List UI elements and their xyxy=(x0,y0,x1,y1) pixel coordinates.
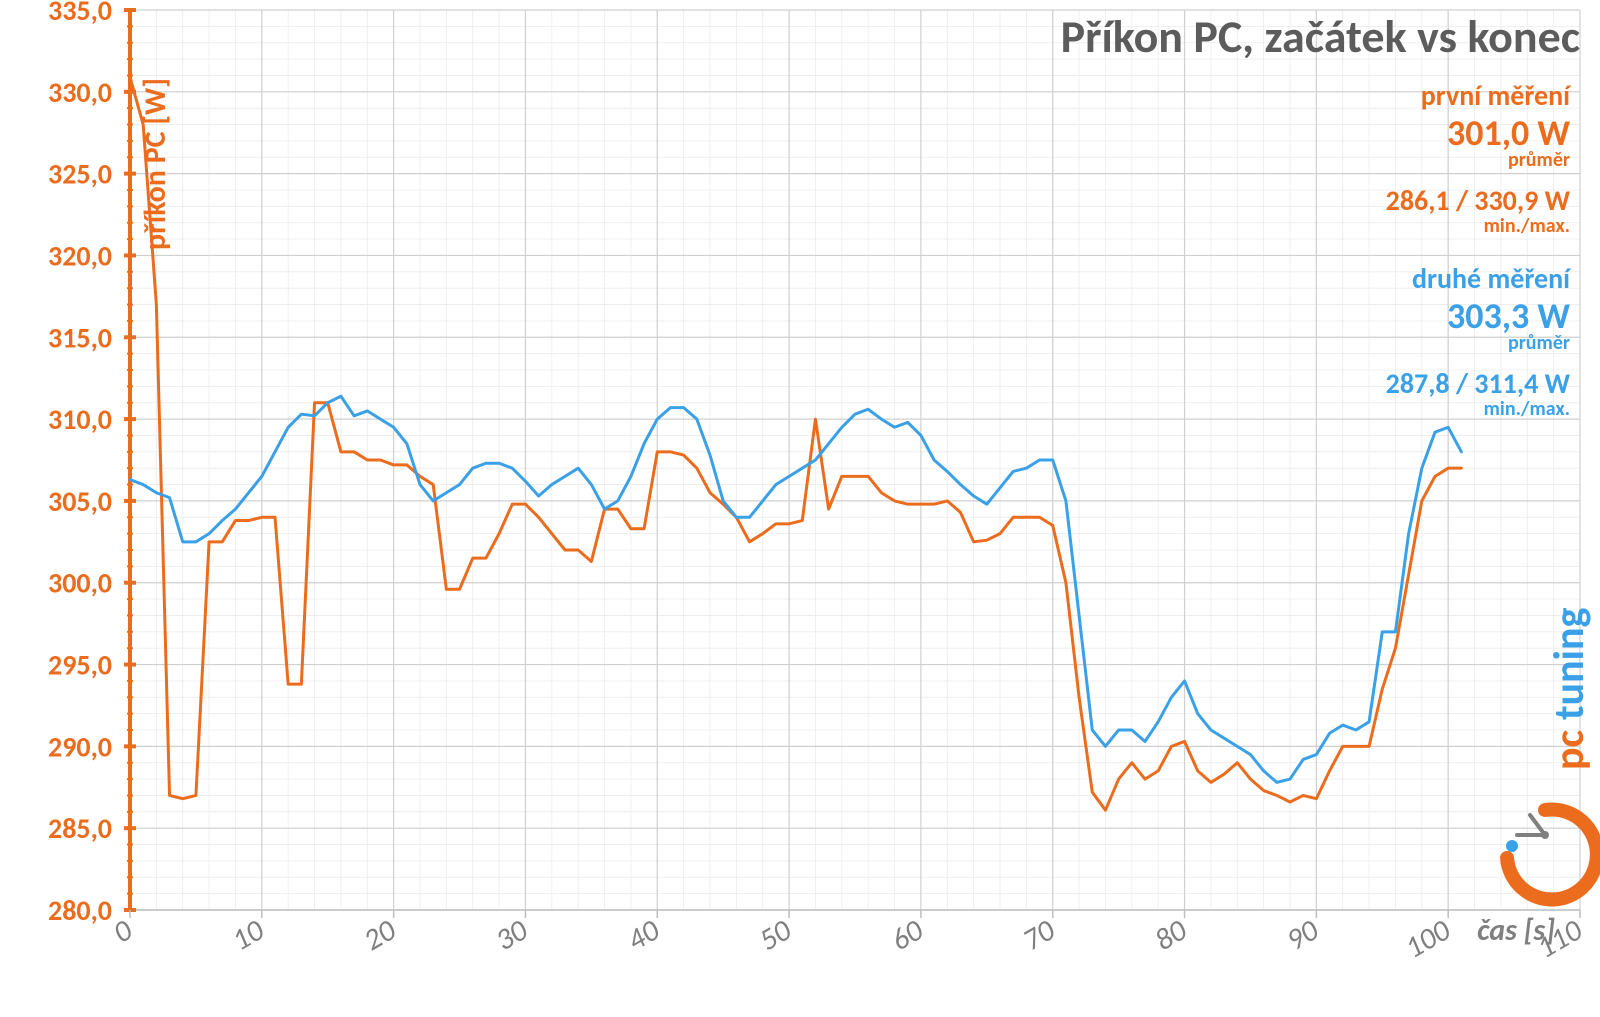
x-axis-label: čas [s] xyxy=(1477,912,1555,949)
y-tick-label: 335,0 xyxy=(48,0,112,28)
chart-background xyxy=(0,0,1600,1017)
chart-title: Příkon PC, začátek vs konec xyxy=(1061,9,1580,65)
y-tick-label: 280,0 xyxy=(48,893,112,928)
legend-series2-avg-sub: průměr xyxy=(1508,331,1570,355)
legend-series1-avg-sub: průměr xyxy=(1508,148,1570,172)
y-tick-label: 285,0 xyxy=(48,811,112,846)
y-tick-label: 325,0 xyxy=(48,157,112,192)
watermark-text-tuning: tuning xyxy=(1544,608,1595,720)
y-tick-label: 295,0 xyxy=(48,648,112,683)
watermark-text-pc: pc xyxy=(1544,729,1595,770)
legend-series1-minmax: 286,1 / 330,9 W xyxy=(1386,183,1571,218)
y-tick-label: 330,0 xyxy=(48,75,112,110)
y-tick-label: 290,0 xyxy=(48,729,112,764)
y-tick-label: 320,0 xyxy=(48,238,112,273)
legend-series1-minmax-sub: min./max. xyxy=(1484,214,1570,238)
y-tick-label: 305,0 xyxy=(48,484,112,519)
y-tick-label: 315,0 xyxy=(48,320,112,355)
chart-container: { "chart": { "type": "line", "title": "P… xyxy=(0,0,1600,1017)
line-chart: 280,0 285,0 290,0 295,0 300,0 305,0 310,0 315,0… xyxy=(0,0,1600,1017)
legend-series2-minmax: 287,8 / 311,4 W xyxy=(1386,366,1571,401)
y-tick-label: 310,0 xyxy=(48,402,112,437)
legend-series1-title: první měření xyxy=(1421,78,1572,113)
y-axis-label: příkon PC [W] xyxy=(137,78,174,250)
legend-series2-minmax-sub: min./max. xyxy=(1484,397,1570,421)
y-tick-label: 300,0 xyxy=(48,566,112,601)
legend-series2-title: druhé měření xyxy=(1412,261,1572,296)
